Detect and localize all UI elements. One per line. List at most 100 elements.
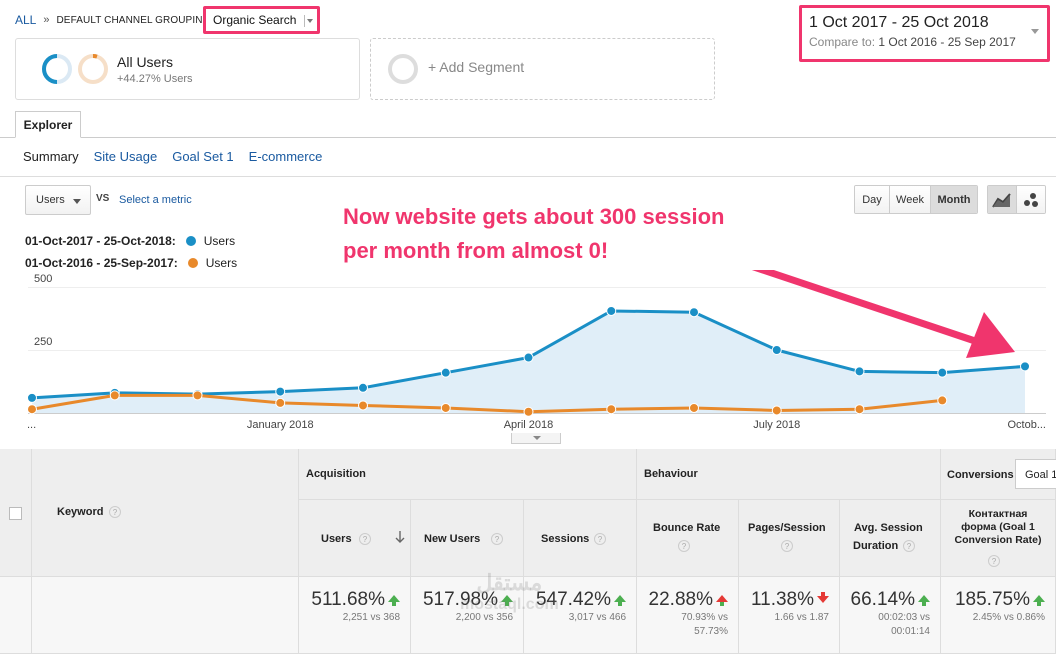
subtabs: Summary Site Usage Goal Set 1 E-commerce [23, 149, 322, 164]
subtab-site-usage[interactable]: Site Usage [93, 149, 158, 164]
arrow-up-icon [918, 595, 930, 606]
col-new-users-label: New Users [424, 533, 481, 545]
x-tick-label: Octob... [1007, 419, 1046, 431]
breadcrumb-all-link[interactable]: ALL [15, 13, 37, 27]
series-previous-point [275, 397, 286, 408]
segment-title: All Users [117, 54, 174, 70]
series-current-point [606, 305, 617, 316]
series-previous-point [440, 402, 451, 413]
pages-session-detail: 1.66 vs 1.87 [774, 612, 829, 623]
sort-down-arrow-icon[interactable] [395, 530, 405, 544]
metric-select[interactable]: Users [25, 185, 91, 215]
col-goal-label-1: Контактная [968, 508, 1028, 520]
acquisition-group: Acquisition [299, 449, 637, 500]
series-previous-point [358, 400, 368, 411]
sessions-change: 547.42% [535, 589, 611, 610]
select-metric-link[interactable]: Select a metric [119, 194, 192, 206]
col-bounce-rate[interactable]: Bounce Rate ? [637, 500, 739, 577]
add-segment-button[interactable]: + Add Segment [370, 38, 715, 100]
goal-conversion-change: 185.75% [954, 589, 1030, 610]
acquisition-label: Acquisition [306, 468, 366, 480]
x-tick-label: ... [27, 419, 36, 431]
select-all-checkbox[interactable] [9, 507, 22, 520]
data-table: Keyword ? Acquisition Behaviour Conversi… [0, 449, 1056, 654]
subtab-summary[interactable]: Summary [23, 149, 79, 164]
col-new-users[interactable]: New Users ? [411, 500, 524, 577]
goal-select[interactable]: Goal 1 [1015, 459, 1056, 489]
legend-dot-orange [187, 258, 198, 268]
help-icon[interactable]: ? [781, 540, 793, 552]
col-pages-session[interactable]: Pages/Session ? [739, 500, 840, 577]
line-chart-icon [992, 192, 1011, 208]
annotation-arrow-shaft [751, 270, 982, 346]
y-tick-label: 250 [34, 336, 52, 348]
new-users-detail: 2,200 vs 356 [455, 612, 513, 623]
arrow-up-red-icon [716, 595, 728, 606]
x-tick-label: July 2018 [753, 419, 800, 431]
x-tick-label: April 2018 [504, 419, 554, 431]
legend-current: 01-Oct-2017 - 25-Oct-2018: Users [25, 234, 235, 248]
keyword-label: Keyword [57, 506, 104, 518]
series-previous-point [192, 390, 203, 401]
help-icon[interactable]: ? [491, 533, 503, 545]
segment-ring-blue-icon [42, 54, 72, 84]
breadcrumb-grouping: DEFAULT CHANNEL GROUPING [56, 14, 209, 26]
tab-explorer[interactable]: Explorer [15, 111, 81, 138]
totals-bounce-rate: 22.88% 70.93% vs 57.73% [637, 577, 739, 654]
annotation-arrow-head [966, 312, 1015, 358]
col-users-label: Users [321, 533, 352, 545]
x-tick-label: January 2018 [247, 419, 314, 431]
period-month-button[interactable]: Month [931, 186, 977, 213]
chart-resize-handle[interactable] [511, 433, 561, 444]
totals-check-cell [0, 577, 32, 654]
goal-conversion-detail: 2.45% vs 0.86% [972, 612, 1045, 623]
period-week-button[interactable]: Week [890, 186, 931, 213]
metric-select-value: Users [36, 194, 65, 206]
date-range-picker[interactable]: 1 Oct 2017 - 25 Oct 2018 Compare to: 1 O… [799, 5, 1050, 62]
segment-all-users[interactable]: All Users +44.27% Users [15, 38, 360, 100]
channel-select-value: Organic Search [213, 13, 297, 27]
motion-chart-button[interactable] [1017, 186, 1045, 213]
legend-current-name: Users [203, 234, 236, 248]
pages-session-change: 11.38% [750, 589, 814, 610]
period-toggle: Day Week Month [854, 185, 978, 214]
legend-dot-blue [185, 236, 196, 246]
help-icon[interactable]: ? [988, 555, 1000, 567]
help-icon[interactable]: ? [903, 540, 915, 552]
annotation: Now website gets about 300 session per m… [343, 200, 724, 268]
breadcrumb: ALL » DEFAULT CHANNEL GROUPING [15, 12, 208, 28]
sessions-detail: 3,017 vs 466 [568, 612, 626, 623]
help-icon[interactable]: ? [359, 533, 371, 545]
watermark-arabic: مستقل [476, 570, 543, 595]
goal-select-value: Goal 1 [1025, 469, 1056, 481]
help-icon[interactable]: ? [678, 540, 690, 552]
col-sessions[interactable]: Sessions ? [524, 500, 637, 577]
bounce-rate-change: 22.88% [648, 589, 713, 610]
help-icon[interactable]: ? [594, 533, 606, 545]
new-users-change: 517.98% [422, 589, 498, 610]
period-day-button[interactable]: Day [855, 186, 890, 213]
col-avg-session[interactable]: Avg. Session Duration ? [840, 500, 941, 577]
col-goal-conversion[interactable]: Контактная форма (Goal 1 Conversion Rate… [941, 500, 1056, 577]
segment-subtitle: +44.27% Users [117, 73, 193, 85]
totals-avg-session: 66.14% 00:02:03 vs 00:01:14 [840, 577, 941, 654]
help-icon[interactable]: ? [109, 506, 121, 518]
channel-select[interactable]: Organic Search [203, 6, 320, 34]
series-current-point [440, 367, 451, 378]
series-current-point [771, 345, 782, 355]
add-segment-label: + Add Segment [428, 59, 525, 75]
line-chart-button[interactable] [988, 186, 1017, 213]
watermark-domain: mostaql.com [460, 596, 559, 613]
avg-session-change: 66.14% [850, 589, 915, 610]
col-sessions-label: Sessions [541, 533, 590, 545]
bounce-rate-detail-2: 57.73% [694, 626, 728, 637]
col-users[interactable]: Users ? [299, 500, 411, 577]
tabs-divider [0, 137, 1056, 138]
watermark-logo: مستقل mostaql.com [460, 572, 559, 616]
conversions-label: Conversions [947, 469, 1014, 481]
subtab-goal-set-1[interactable]: Goal Set 1 [172, 149, 234, 164]
breadcrumb-separator: » [43, 14, 50, 26]
keyword-header[interactable]: Keyword ? [32, 449, 299, 577]
subtab-ecommerce[interactable]: E-commerce [248, 149, 323, 164]
series-current-point [689, 307, 699, 318]
